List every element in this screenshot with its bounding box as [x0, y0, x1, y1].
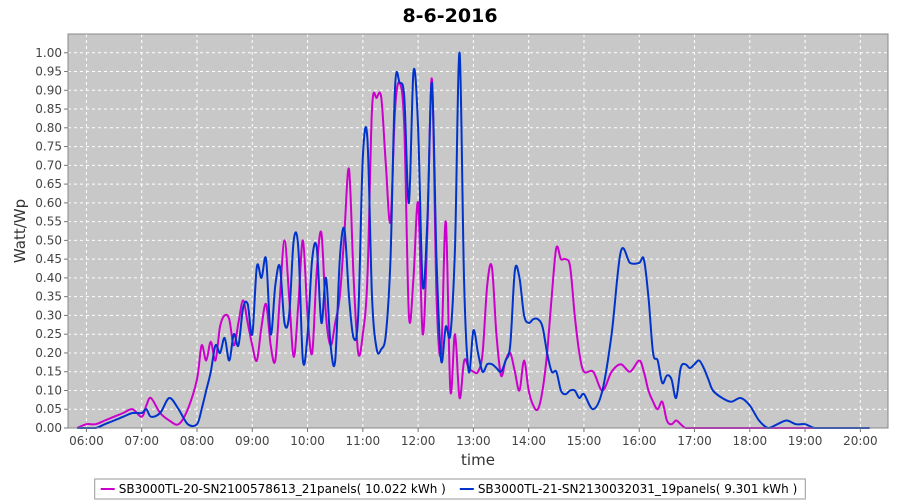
x-tick-label: 13:00: [456, 434, 491, 448]
y-tick-label: 0.00: [35, 421, 62, 435]
legend-label: SB3000TL-20-SN2100578613_21panels( 10.02…: [119, 482, 446, 496]
y-tick-label: 0.75: [35, 140, 62, 154]
y-tick-label: 0.35: [35, 290, 62, 304]
y-tick-label: 0.30: [35, 308, 62, 322]
y-tick-label: 1.00: [35, 46, 62, 60]
x-tick-label: 20:00: [843, 434, 878, 448]
chart-title: 8-6-2016: [402, 5, 497, 27]
x-tick-label: 09:00: [235, 434, 270, 448]
x-tick-label: 12:00: [401, 434, 436, 448]
y-tick-label: 0.45: [35, 252, 62, 266]
x-ticks: 06:00 07:00 08:00 09:00 10:00 11:00 12:00 13:00…: [69, 428, 878, 448]
x-tick-label: 10:00: [290, 434, 325, 448]
legend-frame: [94, 478, 806, 500]
y-tick-label: 0.25: [35, 327, 62, 341]
x-tick-label: 14:00: [511, 434, 546, 448]
y-tick-label: 0.50: [35, 233, 62, 247]
y-tick-label: 0.20: [35, 346, 62, 360]
x-tick-label: 19:00: [788, 434, 823, 448]
x-tick-label: 06:00: [69, 434, 104, 448]
y-axis-label: Watt/Wp: [11, 199, 29, 263]
x-tick-label: 15:00: [567, 434, 602, 448]
y-tick-label: 0.80: [35, 121, 62, 135]
y-tick-label: 0.10: [35, 383, 62, 397]
x-tick-label: 07:00: [124, 434, 159, 448]
x-tick-label: 16:00: [622, 434, 657, 448]
x-tick-label: 08:00: [180, 434, 215, 448]
series-line-2: [77, 51, 870, 429]
y-tick-label: 0.95: [35, 65, 62, 79]
y-tick-label: 0.15: [35, 365, 62, 379]
plot-frame: [67, 33, 889, 429]
x-tick-label: 11:00: [346, 434, 381, 448]
y-tick-label: 0.60: [35, 196, 62, 210]
y-tick-label: 0.70: [35, 158, 62, 172]
y-ticks: 0.00 0.05 0.10 0.15 0.20 0.25 0.30 0.35 0.40 0.45…: [35, 46, 68, 435]
y-tick-label: 0.55: [35, 215, 62, 229]
plot-area: [68, 34, 888, 428]
y-tick-label: 0.90: [35, 83, 62, 97]
y-tick-label: 0.85: [35, 102, 62, 116]
y-tick-label: 0.05: [35, 402, 62, 416]
legend-label: SB3000TL-21-SN2130032031_19panels( 9.301…: [478, 482, 797, 496]
series-lines: [76, 51, 870, 429]
y-tick-label: 0.40: [35, 271, 62, 285]
legend: SB3000TL-20-SN2100578613_21panels( 10.02…: [94, 478, 806, 500]
y-tick-label: 0.65: [35, 177, 62, 191]
x-axis-label: time: [461, 451, 495, 469]
x-tick-label: 18:00: [733, 434, 768, 448]
x-tick-label: 17:00: [677, 434, 712, 448]
